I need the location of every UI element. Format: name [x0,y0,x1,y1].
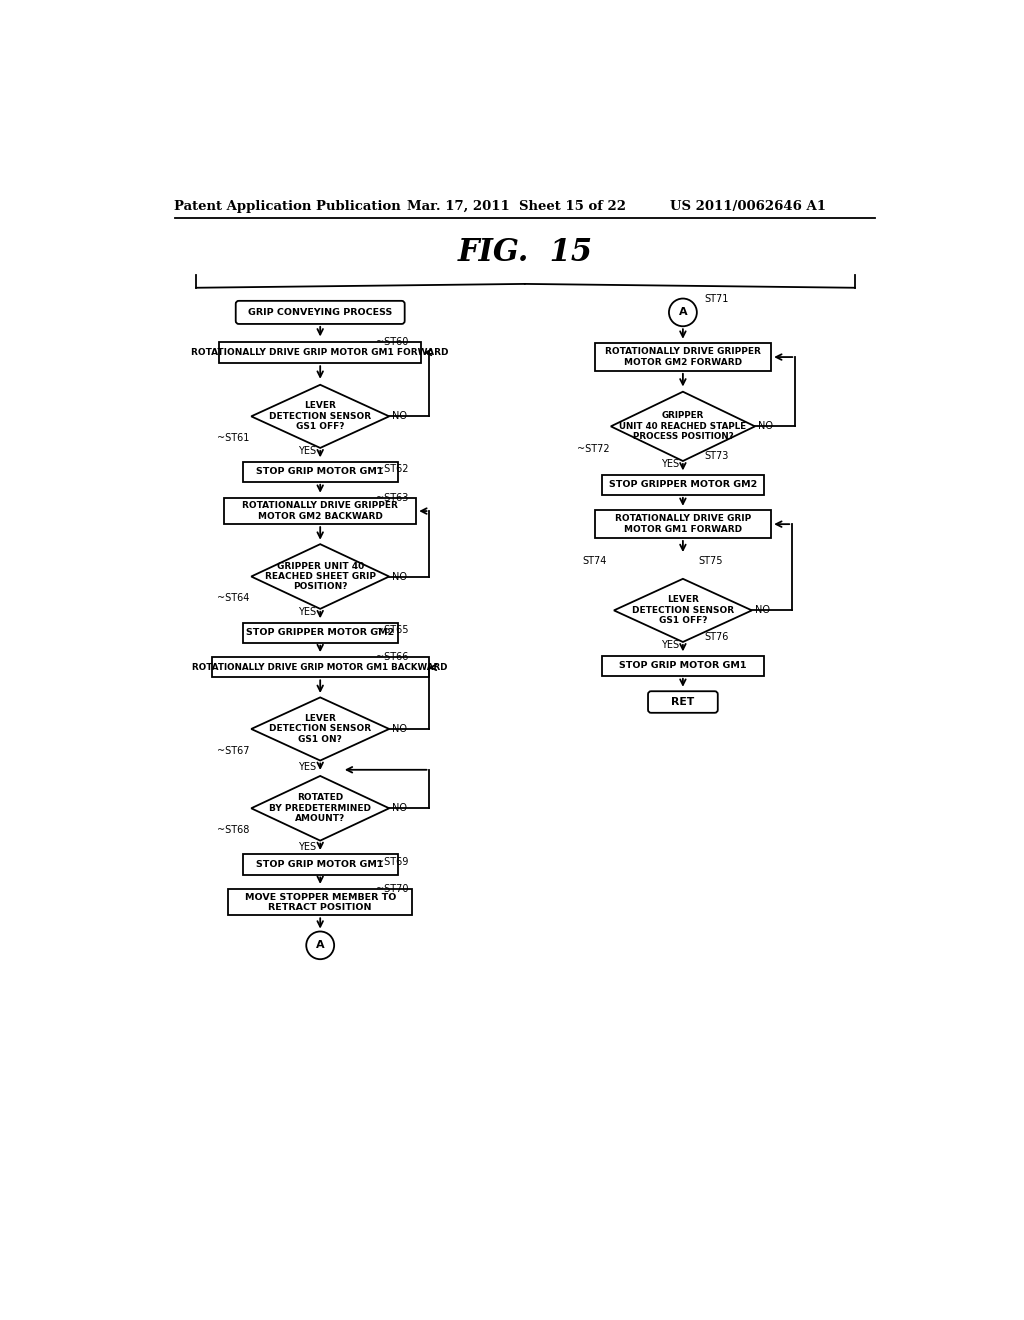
Text: ST73: ST73 [705,451,729,462]
Text: ~ST70: ~ST70 [376,884,409,894]
Bar [219,342,421,363]
Bar [243,623,397,643]
Text: ~ST68: ~ST68 [217,825,250,834]
Text: ~ST72: ~ST72 [577,445,609,454]
Text: YES: YES [299,842,316,851]
Text: FIG.  15: FIG. 15 [458,236,592,268]
Bar [601,656,764,676]
Bar [595,511,771,539]
Text: GRIPPER UNIT 40
REACHED SHEET GRIP
POSITION?: GRIPPER UNIT 40 REACHED SHEET GRIP POSIT… [264,561,376,591]
Text: ROTATED
BY PREDETERMINED
AMOUNT?: ROTATED BY PREDETERMINED AMOUNT? [269,793,372,824]
Text: A: A [679,308,687,317]
Text: YES: YES [299,607,316,616]
Text: YES: YES [299,762,316,772]
Bar [224,498,417,524]
Circle shape [306,932,334,960]
Text: A: A [315,940,325,950]
Bar [243,462,397,482]
Text: ~ST61: ~ST61 [217,433,250,444]
Text: NO: NO [755,606,770,615]
Text: LEVER
DETECTION SENSOR
GS1 OFF?: LEVER DETECTION SENSOR GS1 OFF? [632,595,734,626]
Text: RET: RET [672,697,694,708]
Text: NO: NO [758,421,773,432]
Bar [228,890,413,915]
Text: YES: YES [299,446,316,455]
Text: ST71: ST71 [705,293,729,304]
Polygon shape [251,385,389,447]
Text: ~ST66: ~ST66 [376,652,409,663]
Text: ST74: ST74 [583,556,606,566]
Text: ~ST69: ~ST69 [376,857,409,867]
Text: LEVER
DETECTION SENSOR
GS1 ON?: LEVER DETECTION SENSOR GS1 ON? [269,714,372,744]
Text: STOP GRIPPER MOTOR GM2: STOP GRIPPER MOTOR GM2 [609,480,757,490]
Text: Patent Application Publication: Patent Application Publication [174,199,401,213]
FancyBboxPatch shape [648,692,718,713]
Bar [601,475,764,495]
Text: ROTATIONALLY DRIVE GRIP
MOTOR GM1 FORWARD: ROTATIONALLY DRIVE GRIP MOTOR GM1 FORWAR… [614,515,751,533]
Text: US 2011/0062646 A1: US 2011/0062646 A1 [671,199,826,213]
Bar [212,657,429,677]
Text: STOP GRIP MOTOR GM1: STOP GRIP MOTOR GM1 [620,661,746,671]
Bar [595,343,771,371]
Text: ROTATIONALLY DRIVE GRIPPER
MOTOR GM2 FORWARD: ROTATIONALLY DRIVE GRIPPER MOTOR GM2 FOR… [605,347,761,367]
Text: YES: YES [662,640,679,649]
Text: NO: NO [392,412,408,421]
Polygon shape [251,697,389,760]
Circle shape [669,298,697,326]
Bar [243,854,397,875]
Text: STOP GRIPPER MOTOR GM2: STOP GRIPPER MOTOR GM2 [246,628,394,638]
Polygon shape [251,776,389,841]
Text: ~ST65: ~ST65 [376,626,409,635]
Text: ROTATIONALLY DRIVE GRIP MOTOR GM1 FORWARD: ROTATIONALLY DRIVE GRIP MOTOR GM1 FORWAR… [191,348,449,356]
Text: ~ST60: ~ST60 [376,337,409,347]
Text: ~ST64: ~ST64 [217,593,250,603]
Text: GRIPPER
UNIT 40 REACHED STAPLE
PROCESS POSITION?: GRIPPER UNIT 40 REACHED STAPLE PROCESS P… [620,412,746,441]
Text: ~ST62: ~ST62 [376,465,409,474]
Text: ST76: ST76 [705,632,729,643]
Text: NO: NO [392,723,408,734]
Text: YES: YES [662,459,679,469]
Text: Mar. 17, 2011  Sheet 15 of 22: Mar. 17, 2011 Sheet 15 of 22 [407,199,626,213]
Text: ~ST63: ~ST63 [376,492,409,503]
Polygon shape [611,392,755,461]
Text: NO: NO [392,572,408,582]
Polygon shape [251,544,389,609]
Text: ~ST67: ~ST67 [217,746,250,755]
Polygon shape [614,579,752,642]
Text: STOP GRIP MOTOR GM1: STOP GRIP MOTOR GM1 [256,467,384,477]
Text: LEVER
DETECTION SENSOR
GS1 OFF?: LEVER DETECTION SENSOR GS1 OFF? [269,401,372,432]
Text: ROTATIONALLY DRIVE GRIP MOTOR GM1 BACKWARD: ROTATIONALLY DRIVE GRIP MOTOR GM1 BACKWA… [193,663,447,672]
Text: MOVE STOPPER MEMBER TO
RETRACT POSITION: MOVE STOPPER MEMBER TO RETRACT POSITION [245,892,396,912]
Text: NO: NO [392,804,408,813]
FancyBboxPatch shape [236,301,404,323]
Text: STOP GRIP MOTOR GM1: STOP GRIP MOTOR GM1 [256,861,384,869]
Text: ROTATIONALLY DRIVE GRIPPER
MOTOR GM2 BACKWARD: ROTATIONALLY DRIVE GRIPPER MOTOR GM2 BAC… [243,502,398,521]
Text: GRIP CONVEYING PROCESS: GRIP CONVEYING PROCESS [248,308,392,317]
Text: ST75: ST75 [698,556,723,566]
